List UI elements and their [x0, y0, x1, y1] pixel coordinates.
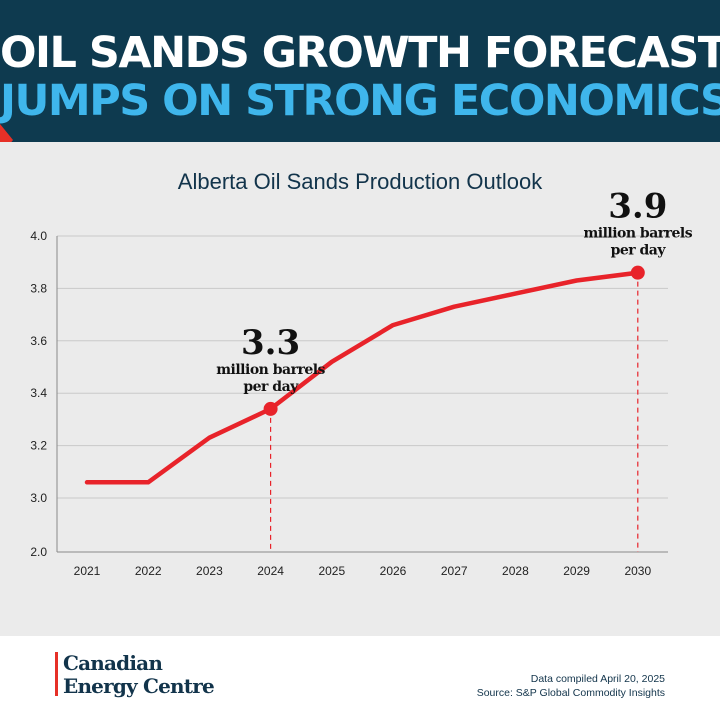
y-tick-label: 3.4 [30, 386, 47, 400]
x-tick-label: 2027 [441, 564, 468, 578]
highlight-point [263, 401, 278, 416]
annotation-unit-line-1: million barrels [583, 226, 692, 242]
x-tick-label: 2023 [196, 564, 223, 578]
headline-line-2: JUMPS ON STRONG ECONOMICS [0, 76, 720, 126]
annotation-unit-line-2: per day [243, 379, 299, 395]
y-tick-label: 2.0 [30, 545, 47, 559]
logo-text-line-1: Canadian [63, 651, 163, 675]
gridlines [57, 235, 668, 499]
chart-panel [0, 142, 720, 636]
header-banner: OIL SANDS GROWTH FORECAST JUMPS ON STRON… [0, 0, 720, 142]
logo-text-line-2: Energy Centre [63, 674, 215, 698]
highlight-points [263, 265, 645, 416]
series-layer [84, 270, 641, 485]
logo-accent-bar [55, 652, 58, 696]
annotation-unit-line-2: per day [611, 243, 667, 259]
annotation-unit-line-1: million barrels [216, 362, 325, 378]
y-tick-label: 3.6 [30, 334, 47, 348]
x-tick-label: 2028 [502, 564, 529, 578]
x-tick-label: 2025 [318, 564, 345, 578]
series-line [84, 270, 641, 485]
x-tick-label: 2026 [380, 564, 407, 578]
y-tick-label: 3.2 [30, 439, 47, 453]
y-tick-label: 3.0 [30, 491, 47, 505]
y-tick-label: 3.8 [30, 281, 47, 295]
y-tick-label: 4.0 [30, 229, 47, 243]
axes [56, 236, 668, 553]
chart-title: Alberta Oil Sands Production Outlook [177, 169, 543, 194]
highlight-point [630, 265, 645, 280]
annotation-guides [270, 272, 639, 552]
headline-line-1: OIL SANDS GROWTH FORECAST [0, 28, 720, 78]
y-tick-labels: 2.0 3.0 3.2 3.4 3.6 3.8 4.0 [30, 229, 47, 559]
x-tick-label: 2030 [624, 564, 651, 578]
source-note: Source: S&P Global Commodity Insights [476, 687, 665, 699]
annotation-value: 3.3 [241, 323, 300, 363]
footer [0, 636, 720, 720]
data-compiled-note: Data compiled April 20, 2025 [530, 673, 665, 685]
x-tick-labels: 2021 2022 2023 2024 2025 2026 2027 2028 2029 2030 [74, 564, 652, 578]
x-tick-label: 2022 [135, 564, 162, 578]
x-tick-label: 2024 [257, 564, 284, 578]
x-tick-label: 2021 [74, 564, 101, 578]
annotation-value: 3.9 [608, 187, 667, 227]
x-tick-label: 2029 [563, 564, 590, 578]
